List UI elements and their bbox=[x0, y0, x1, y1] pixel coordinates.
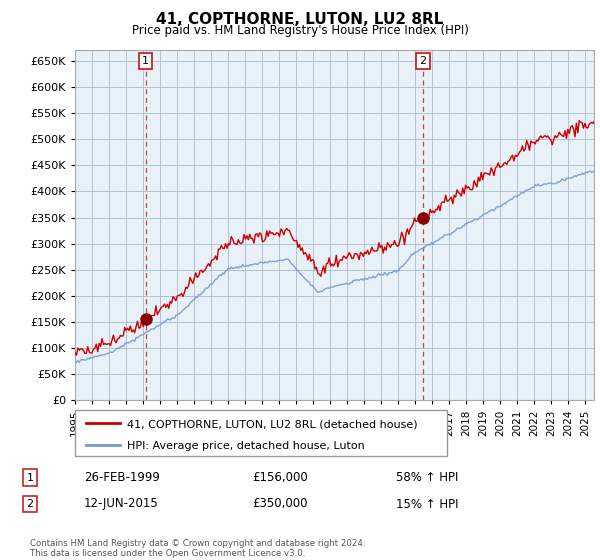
Text: 2: 2 bbox=[419, 56, 427, 66]
Text: 1: 1 bbox=[142, 56, 149, 66]
Text: 41, COPTHORNE, LUTON, LU2 8RL: 41, COPTHORNE, LUTON, LU2 8RL bbox=[157, 12, 443, 27]
Text: 15% ↑ HPI: 15% ↑ HPI bbox=[396, 497, 458, 511]
Text: 12-JUN-2015: 12-JUN-2015 bbox=[84, 497, 159, 511]
Text: 26-FEB-1999: 26-FEB-1999 bbox=[84, 471, 160, 484]
Text: 2: 2 bbox=[26, 499, 34, 509]
FancyBboxPatch shape bbox=[75, 410, 447, 456]
Text: 1: 1 bbox=[26, 473, 34, 483]
Text: Price paid vs. HM Land Registry's House Price Index (HPI): Price paid vs. HM Land Registry's House … bbox=[131, 24, 469, 37]
Text: 41, COPTHORNE, LUTON, LU2 8RL (detached house): 41, COPTHORNE, LUTON, LU2 8RL (detached … bbox=[127, 419, 418, 430]
Text: HPI: Average price, detached house, Luton: HPI: Average price, detached house, Luto… bbox=[127, 441, 365, 451]
Text: £350,000: £350,000 bbox=[252, 497, 308, 511]
Text: £156,000: £156,000 bbox=[252, 471, 308, 484]
Text: 58% ↑ HPI: 58% ↑ HPI bbox=[396, 471, 458, 484]
Text: Contains HM Land Registry data © Crown copyright and database right 2024.
This d: Contains HM Land Registry data © Crown c… bbox=[30, 539, 365, 558]
